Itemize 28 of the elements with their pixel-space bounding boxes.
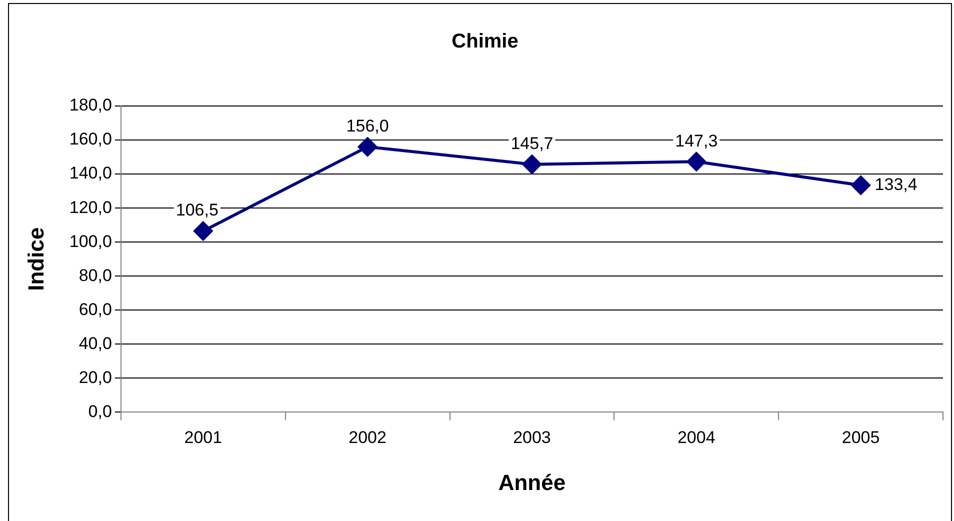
y-tick-label: 40,0 — [78, 334, 112, 353]
y-tick-label: 0,0 — [88, 402, 112, 421]
y-tick-label: 140,0 — [69, 164, 112, 183]
y-tick-label: 120,0 — [69, 198, 112, 217]
data-label: 145,7 — [510, 134, 554, 154]
x-tick-label: 2003 — [513, 428, 551, 448]
y-tick-label: 100,0 — [69, 232, 112, 251]
point — [358, 137, 378, 156]
y-axis-title: Indice — [23, 227, 48, 291]
x-axis-title: Année — [498, 470, 566, 495]
y-tick-label: 160,0 — [69, 130, 112, 149]
point — [194, 222, 213, 241]
data-label: 147,3 — [675, 131, 718, 150]
point — [522, 154, 542, 174]
chart-title: Chimie — [452, 30, 518, 53]
point — [851, 176, 870, 195]
y-tick-label: 60,0 — [78, 300, 112, 319]
x-tick-label: 2002 — [348, 428, 386, 448]
x-tick-label: 2005 — [842, 428, 880, 448]
data-label: 133,4 — [874, 174, 918, 194]
data-label: 106,5 — [176, 200, 218, 220]
y-tick-label: 80,0 — [78, 266, 112, 285]
x-tick-label: 2001 — [184, 428, 222, 448]
x-tick-label: 2004 — [677, 428, 716, 448]
y-tick-label: 180,0 — [69, 96, 112, 115]
point — [686, 152, 706, 172]
y-tick-label: 20,0 — [78, 368, 112, 387]
data-label: 156,0 — [346, 116, 389, 136]
